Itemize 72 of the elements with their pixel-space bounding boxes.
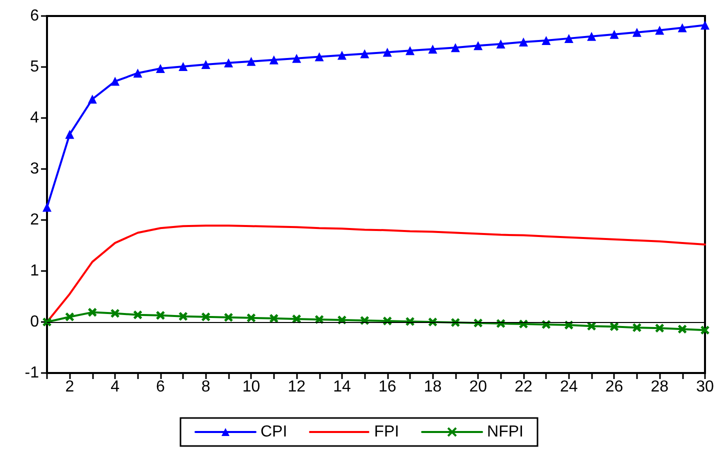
point — [609, 322, 619, 332]
point — [65, 130, 74, 139]
point — [88, 308, 98, 318]
point — [586, 321, 596, 331]
point — [88, 94, 97, 104]
point — [178, 62, 188, 71]
y-tick-label: 4 — [30, 110, 40, 126]
x-tick-label: 28 — [650, 378, 669, 396]
point — [110, 76, 120, 86]
legend-label: CPI — [260, 424, 288, 440]
point — [450, 43, 460, 52]
legend-label: NFPI — [487, 424, 524, 440]
x-tick-label: 26 — [605, 378, 624, 396]
point — [654, 323, 664, 333]
point — [269, 314, 279, 324]
point — [655, 26, 664, 35]
point — [269, 55, 278, 64]
point — [542, 36, 551, 45]
y-tick-label: -1 — [24, 364, 40, 382]
point — [678, 324, 688, 334]
point — [292, 54, 302, 63]
x-tick-label: 6 — [156, 378, 165, 396]
x-tick-label: 18 — [424, 378, 442, 396]
point — [224, 58, 234, 68]
point — [110, 308, 120, 318]
x-tick-label: 2 — [65, 378, 74, 396]
point — [406, 46, 415, 56]
point — [133, 310, 143, 320]
point — [610, 30, 619, 39]
point — [201, 312, 211, 322]
point — [156, 64, 165, 74]
point — [156, 310, 166, 320]
point — [246, 313, 256, 323]
y-tick-label: 3 — [30, 160, 40, 178]
point — [246, 56, 256, 66]
point — [700, 325, 710, 335]
point — [587, 32, 596, 41]
y-tick-label: 2 — [30, 212, 40, 228]
x-tick-label: 30 — [696, 378, 714, 396]
x-tick-label: 16 — [378, 378, 396, 396]
y-tick-label: 0 — [30, 314, 40, 330]
y-tick-label: 1 — [30, 262, 40, 280]
point — [382, 48, 392, 57]
x-tick-label: 10 — [242, 378, 260, 396]
point — [632, 28, 642, 37]
x-tick-label: 24 — [560, 378, 578, 396]
point — [64, 312, 74, 322]
point — [700, 20, 710, 30]
point — [178, 312, 188, 322]
point — [678, 23, 687, 32]
point — [201, 60, 210, 69]
x-tick-label: 22 — [514, 378, 532, 396]
x-tick-label: 14 — [333, 378, 351, 396]
point — [133, 68, 142, 78]
point — [428, 44, 438, 54]
point — [474, 41, 483, 50]
legend-label: FPI — [374, 424, 400, 440]
y-tick-label: 6 — [30, 8, 40, 24]
point — [632, 322, 642, 332]
point — [224, 312, 234, 322]
point — [314, 52, 324, 62]
x-tick-label: 12 — [288, 378, 306, 396]
point — [518, 38, 528, 47]
point — [360, 49, 370, 58]
point — [564, 34, 574, 43]
point — [42, 202, 52, 212]
point — [496, 40, 506, 49]
x-tick-label: 4 — [110, 378, 120, 396]
x-tick-label: 20 — [469, 378, 488, 396]
x-tick-label: 8 — [201, 378, 210, 396]
y-tick-label: 5 — [30, 58, 40, 76]
point — [337, 50, 346, 60]
